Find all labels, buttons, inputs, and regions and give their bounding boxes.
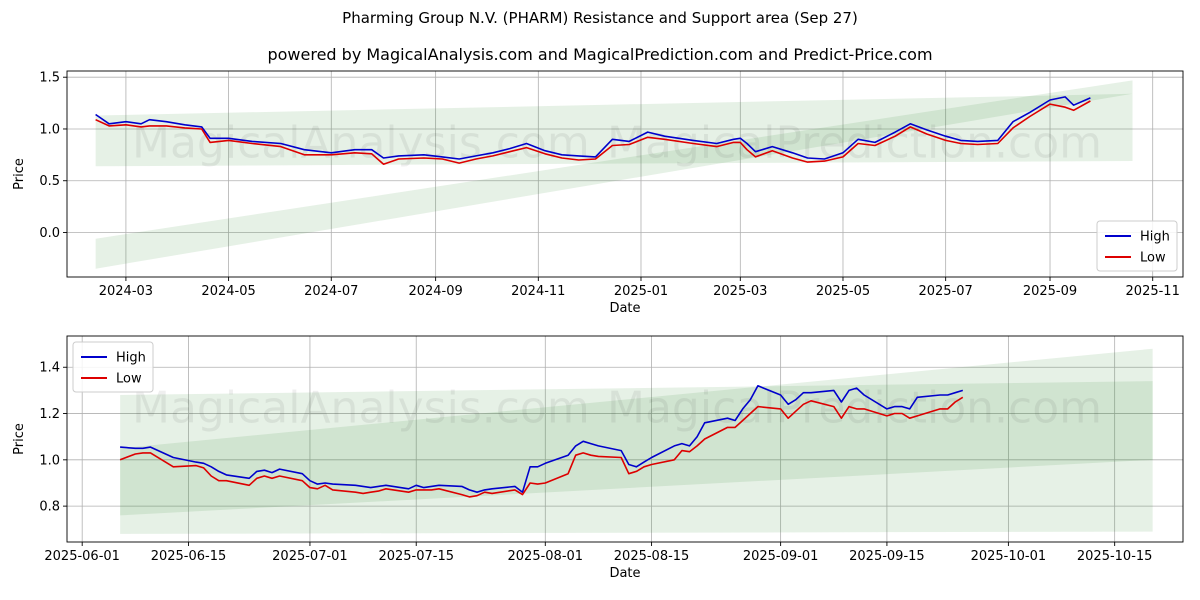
- legend: High Low: [1096, 220, 1178, 272]
- x-axis-label: Date: [609, 301, 640, 316]
- x-tick-label: 2024-09: [408, 284, 462, 299]
- x-tick-label: 2025-09-15: [849, 549, 925, 564]
- y-tick-label: 1.2: [39, 407, 60, 422]
- x-tick-label: 2025-07-01: [272, 549, 348, 564]
- x-tick-label: 2025-06-15: [151, 549, 227, 564]
- support-resistance-band: [95, 93, 1133, 167]
- x-tick-label: 2025-11: [1126, 284, 1180, 299]
- x-tick-label: 2025-01: [614, 284, 668, 299]
- y-tick-label: 0.8: [39, 500, 60, 515]
- x-tick-label: 2024-03: [99, 284, 153, 299]
- series-line-low: [95, 100, 1091, 165]
- series-line-high: [95, 96, 1091, 160]
- x-tick-label: 2024-05: [201, 284, 255, 299]
- chart-title: Pharming Group N.V. (PHARM) Resistance a…: [342, 9, 858, 27]
- legend-label-low: Low: [116, 372, 142, 387]
- legend-box: [1096, 220, 1178, 272]
- trend-band: [95, 80, 1133, 269]
- x-tick-label: 2025-09-01: [743, 549, 819, 564]
- plot-frame: [66, 335, 1184, 543]
- series-line-high: [120, 384, 964, 494]
- support-resistance-band: [120, 381, 1153, 534]
- y-tick-label: 1.4: [39, 361, 60, 376]
- x-tick-label: 2025-10-01: [971, 549, 1047, 564]
- legend-label-low: Low: [1140, 251, 1166, 266]
- legend: High Low: [72, 341, 154, 393]
- legend-box: [72, 341, 154, 393]
- series-line-low: [119, 396, 964, 498]
- x-tick-label: 2025-03: [713, 284, 767, 299]
- watermark-text: MagicalAnalysis.com: [132, 118, 590, 169]
- y-axis-label: Price: [12, 423, 27, 455]
- watermark-text: MagicalAnalysis.com: [132, 383, 590, 434]
- x-tick-label: 2025-05: [816, 284, 870, 299]
- y-tick-label: 1.5: [39, 71, 60, 86]
- x-tick-label: 2025-09: [1023, 284, 1077, 299]
- legend-label-high: High: [1140, 230, 1170, 245]
- x-tick-label: 2025-08-01: [508, 549, 584, 564]
- x-tick-label: 2025-07: [918, 284, 972, 299]
- x-tick-label: 2025-10-15: [1077, 549, 1153, 564]
- x-tick-label: 2024-11: [511, 284, 565, 299]
- y-tick-label: 0.0: [39, 226, 60, 241]
- x-axis-label: Date: [609, 566, 640, 581]
- y-axis-label: Price: [12, 158, 27, 190]
- x-tick-label: 2024-07: [304, 284, 358, 299]
- chart-subtitle: powered by MagicalAnalysis.com and Magic…: [267, 45, 933, 64]
- y-tick-label: 0.5: [39, 174, 60, 189]
- legend-label-high: High: [116, 351, 146, 366]
- trend-band: [120, 348, 1153, 516]
- x-tick-label: 2025-08-15: [614, 549, 690, 564]
- y-tick-label: 1.0: [39, 122, 60, 137]
- x-tick-label: 2025-06-01: [44, 549, 120, 564]
- y-tick-label: 1.0: [39, 453, 60, 468]
- x-tick-label: 2025-07-15: [378, 549, 454, 564]
- plot-frame: [66, 70, 1184, 278]
